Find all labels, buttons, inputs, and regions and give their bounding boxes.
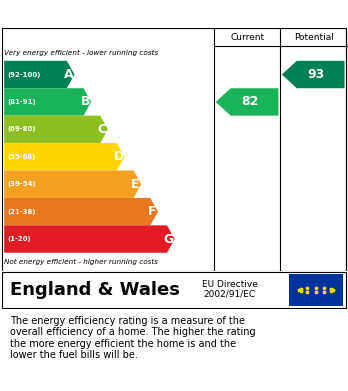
Text: (81-91): (81-91) [8, 99, 36, 105]
Text: Energy Efficiency Rating: Energy Efficiency Rating [10, 8, 220, 23]
Text: 93: 93 [308, 68, 325, 81]
Text: (55-68): (55-68) [8, 154, 36, 160]
Polygon shape [4, 116, 108, 143]
Polygon shape [216, 88, 278, 116]
Text: 82: 82 [242, 95, 259, 108]
Text: (39-54): (39-54) [8, 181, 36, 187]
Text: England & Wales: England & Wales [10, 281, 180, 299]
Text: E: E [131, 178, 140, 191]
Text: G: G [164, 233, 174, 246]
Polygon shape [4, 170, 141, 198]
Text: Not energy efficient - higher running costs: Not energy efficient - higher running co… [4, 259, 158, 265]
Text: (92-100): (92-100) [8, 72, 41, 77]
Polygon shape [4, 198, 158, 225]
Text: F: F [148, 205, 156, 218]
Polygon shape [4, 88, 91, 116]
Text: D: D [113, 150, 124, 163]
Text: (1-20): (1-20) [8, 236, 31, 242]
Text: EU Directive
2002/91/EC: EU Directive 2002/91/EC [202, 280, 258, 299]
Polygon shape [4, 61, 74, 88]
Polygon shape [4, 143, 125, 170]
Text: A: A [64, 68, 73, 81]
Text: C: C [97, 123, 106, 136]
Polygon shape [282, 61, 345, 88]
Text: The energy efficiency rating is a measure of the
overall efficiency of a home. T: The energy efficiency rating is a measur… [10, 316, 256, 361]
Polygon shape [4, 225, 175, 253]
Bar [289, 274, 343, 306]
Text: Potential: Potential [294, 33, 334, 42]
Text: (21-38): (21-38) [8, 209, 36, 215]
Text: Current: Current [230, 33, 264, 42]
Text: (69-80): (69-80) [8, 126, 36, 133]
Text: Very energy efficient - lower running costs: Very energy efficient - lower running co… [4, 50, 158, 56]
Text: B: B [80, 95, 90, 108]
